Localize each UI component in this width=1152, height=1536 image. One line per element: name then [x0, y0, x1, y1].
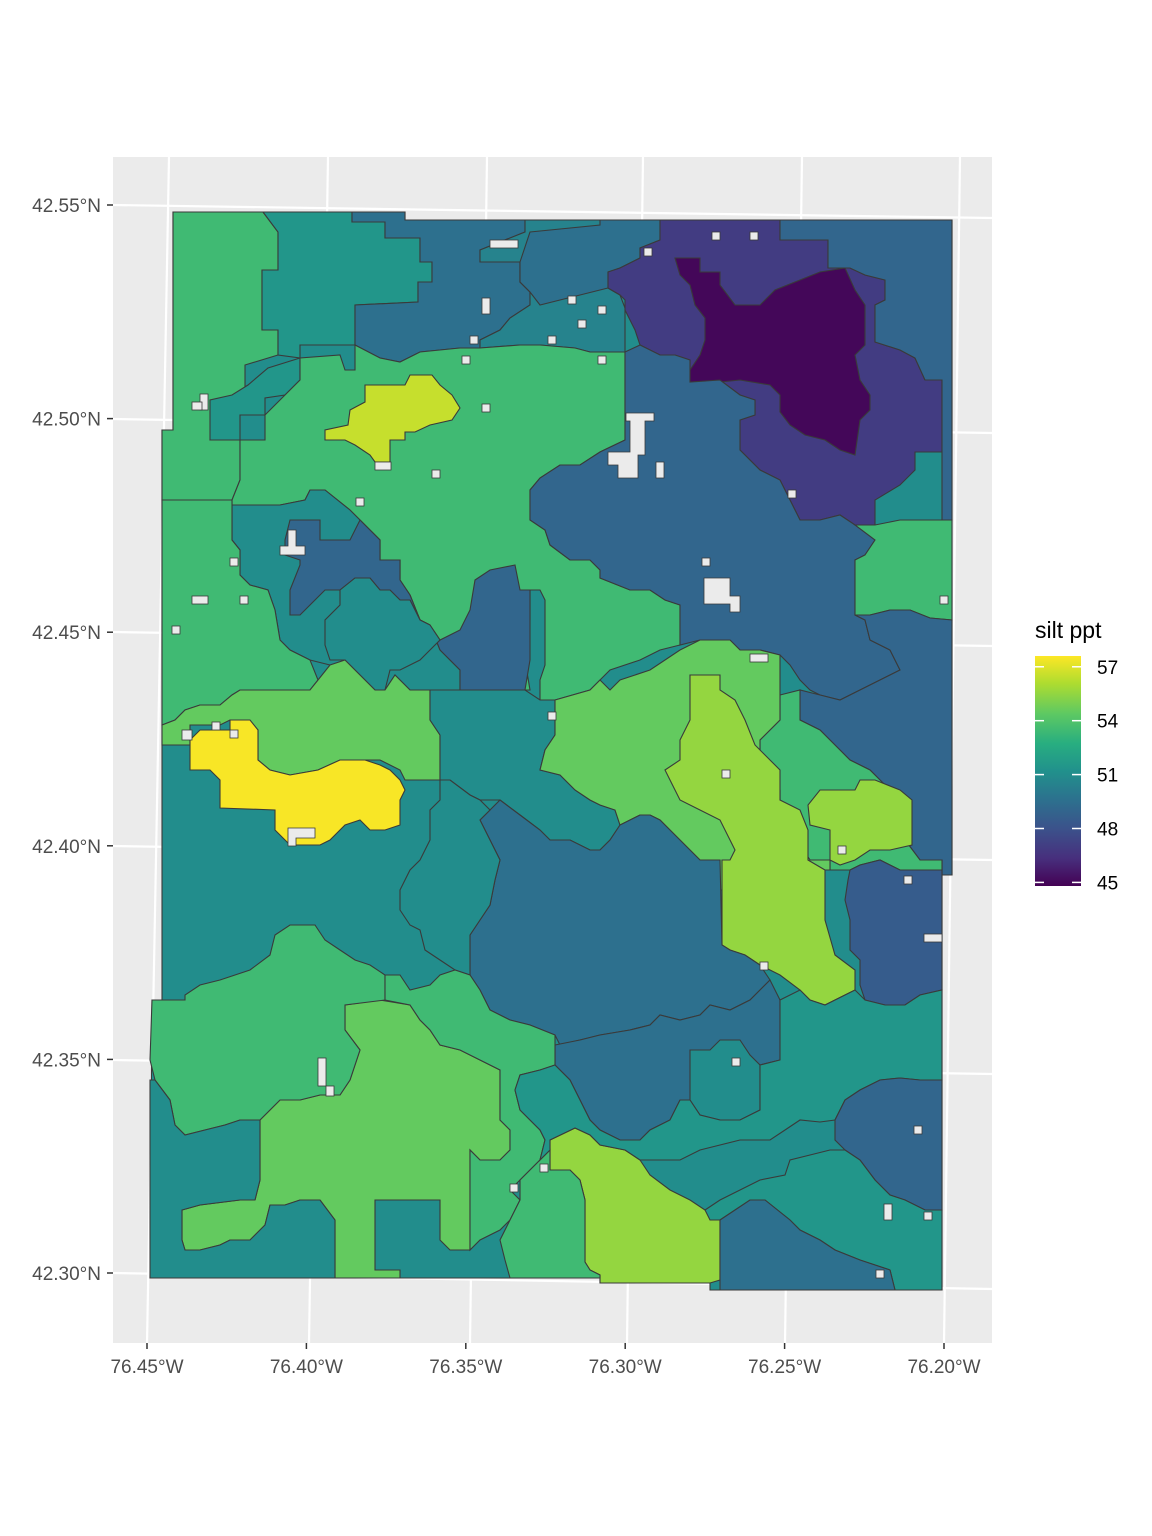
legend-tick-label: 57	[1097, 658, 1118, 679]
region-northwest-yellow	[324, 374, 461, 463]
hole	[287, 827, 316, 847]
region-southeast-blue	[844, 859, 943, 1006]
hole	[374, 461, 392, 471]
hole	[923, 1211, 933, 1221]
hole	[731, 1057, 741, 1067]
hole	[749, 653, 769, 663]
hole	[279, 529, 306, 556]
x-tick-label: 76.40°W	[270, 1357, 343, 1378]
region-center-teal-middle	[324, 577, 441, 691]
y-tick-label: 42.55°N	[32, 196, 101, 217]
hole	[481, 297, 491, 315]
hole	[325, 1085, 335, 1097]
hole	[469, 335, 479, 345]
hole	[547, 711, 557, 721]
hole	[355, 497, 365, 507]
hole	[939, 595, 949, 605]
hole	[229, 557, 239, 567]
hole	[489, 239, 519, 249]
hole	[607, 412, 655, 479]
legend-tick-label: 48	[1097, 820, 1118, 841]
hole	[875, 1269, 885, 1279]
hole	[913, 1125, 923, 1135]
hole	[229, 729, 239, 739]
hole	[239, 595, 249, 605]
soil-regions	[149, 211, 953, 1291]
hole	[539, 1163, 549, 1173]
hole	[749, 231, 759, 241]
hole	[567, 295, 577, 305]
x-tick-label: 76.30°W	[589, 1357, 662, 1378]
grid-parallel-42.55	[112, 203, 993, 220]
region-southwest-teal-bottom	[149, 1079, 336, 1279]
hole	[643, 247, 653, 257]
region-west-yellow	[189, 719, 406, 846]
hole	[655, 461, 665, 479]
legend-colorbar	[1035, 656, 1081, 886]
hole	[903, 875, 913, 885]
hole	[597, 355, 607, 365]
region-southeast-teal	[514, 989, 943, 1162]
region-center-blue-west	[284, 519, 531, 691]
legend-tick-label: 51	[1097, 766, 1118, 787]
hole	[759, 961, 769, 971]
hole	[923, 933, 943, 943]
hole	[317, 1057, 327, 1087]
legend-title: silt ppt	[1035, 617, 1102, 643]
hole	[171, 625, 181, 635]
hole	[701, 557, 711, 567]
x-axis: 76.45°W 76.40°W 76.35°W 76.30°W 76.25°W 76.20…	[110, 1343, 981, 1378]
hole	[711, 231, 721, 241]
y-axis: 42.30°N 42.35°N 42.40°N 42.45°N 42.50°N 42.55…	[32, 196, 113, 1285]
hole	[211, 721, 221, 731]
y-tick-label: 42.50°N	[32, 410, 101, 431]
hole	[787, 489, 797, 499]
x-tick-label: 76.45°W	[110, 1357, 183, 1378]
hole	[481, 403, 491, 413]
hole	[431, 469, 441, 479]
hole	[703, 577, 741, 613]
hole	[721, 769, 731, 779]
hole	[547, 335, 557, 345]
hole	[577, 319, 587, 329]
region-east-lime-right	[807, 779, 913, 866]
y-tick-label: 42.40°N	[32, 837, 101, 858]
y-tick-label: 42.30°N	[32, 1264, 101, 1285]
legend-ticks: 57 54 51 48 45	[1035, 658, 1119, 894]
y-tick-label: 42.45°N	[32, 623, 101, 644]
hole	[837, 845, 847, 855]
x-tick-label: 76.35°W	[429, 1357, 502, 1378]
region-east-green-top	[853, 519, 953, 621]
hole	[597, 305, 607, 315]
hole	[181, 729, 193, 741]
legend-tick-label: 54	[1097, 712, 1119, 733]
hole	[191, 401, 203, 411]
x-tick-label: 76.25°W	[748, 1357, 821, 1378]
y-tick-label: 42.35°N	[32, 1050, 101, 1071]
hole	[191, 595, 209, 605]
missing-data-cells	[171, 231, 949, 1279]
legend: silt ppt 57 54 51 48 45	[1035, 617, 1119, 894]
region-northeast-dark	[674, 257, 871, 456]
region-southeast-bottom	[719, 1199, 896, 1291]
x-tick-label: 76.20°W	[907, 1357, 980, 1378]
legend-tick-label: 45	[1097, 873, 1118, 894]
hole	[883, 1203, 893, 1221]
hole	[461, 355, 471, 365]
hole	[509, 1183, 519, 1193]
